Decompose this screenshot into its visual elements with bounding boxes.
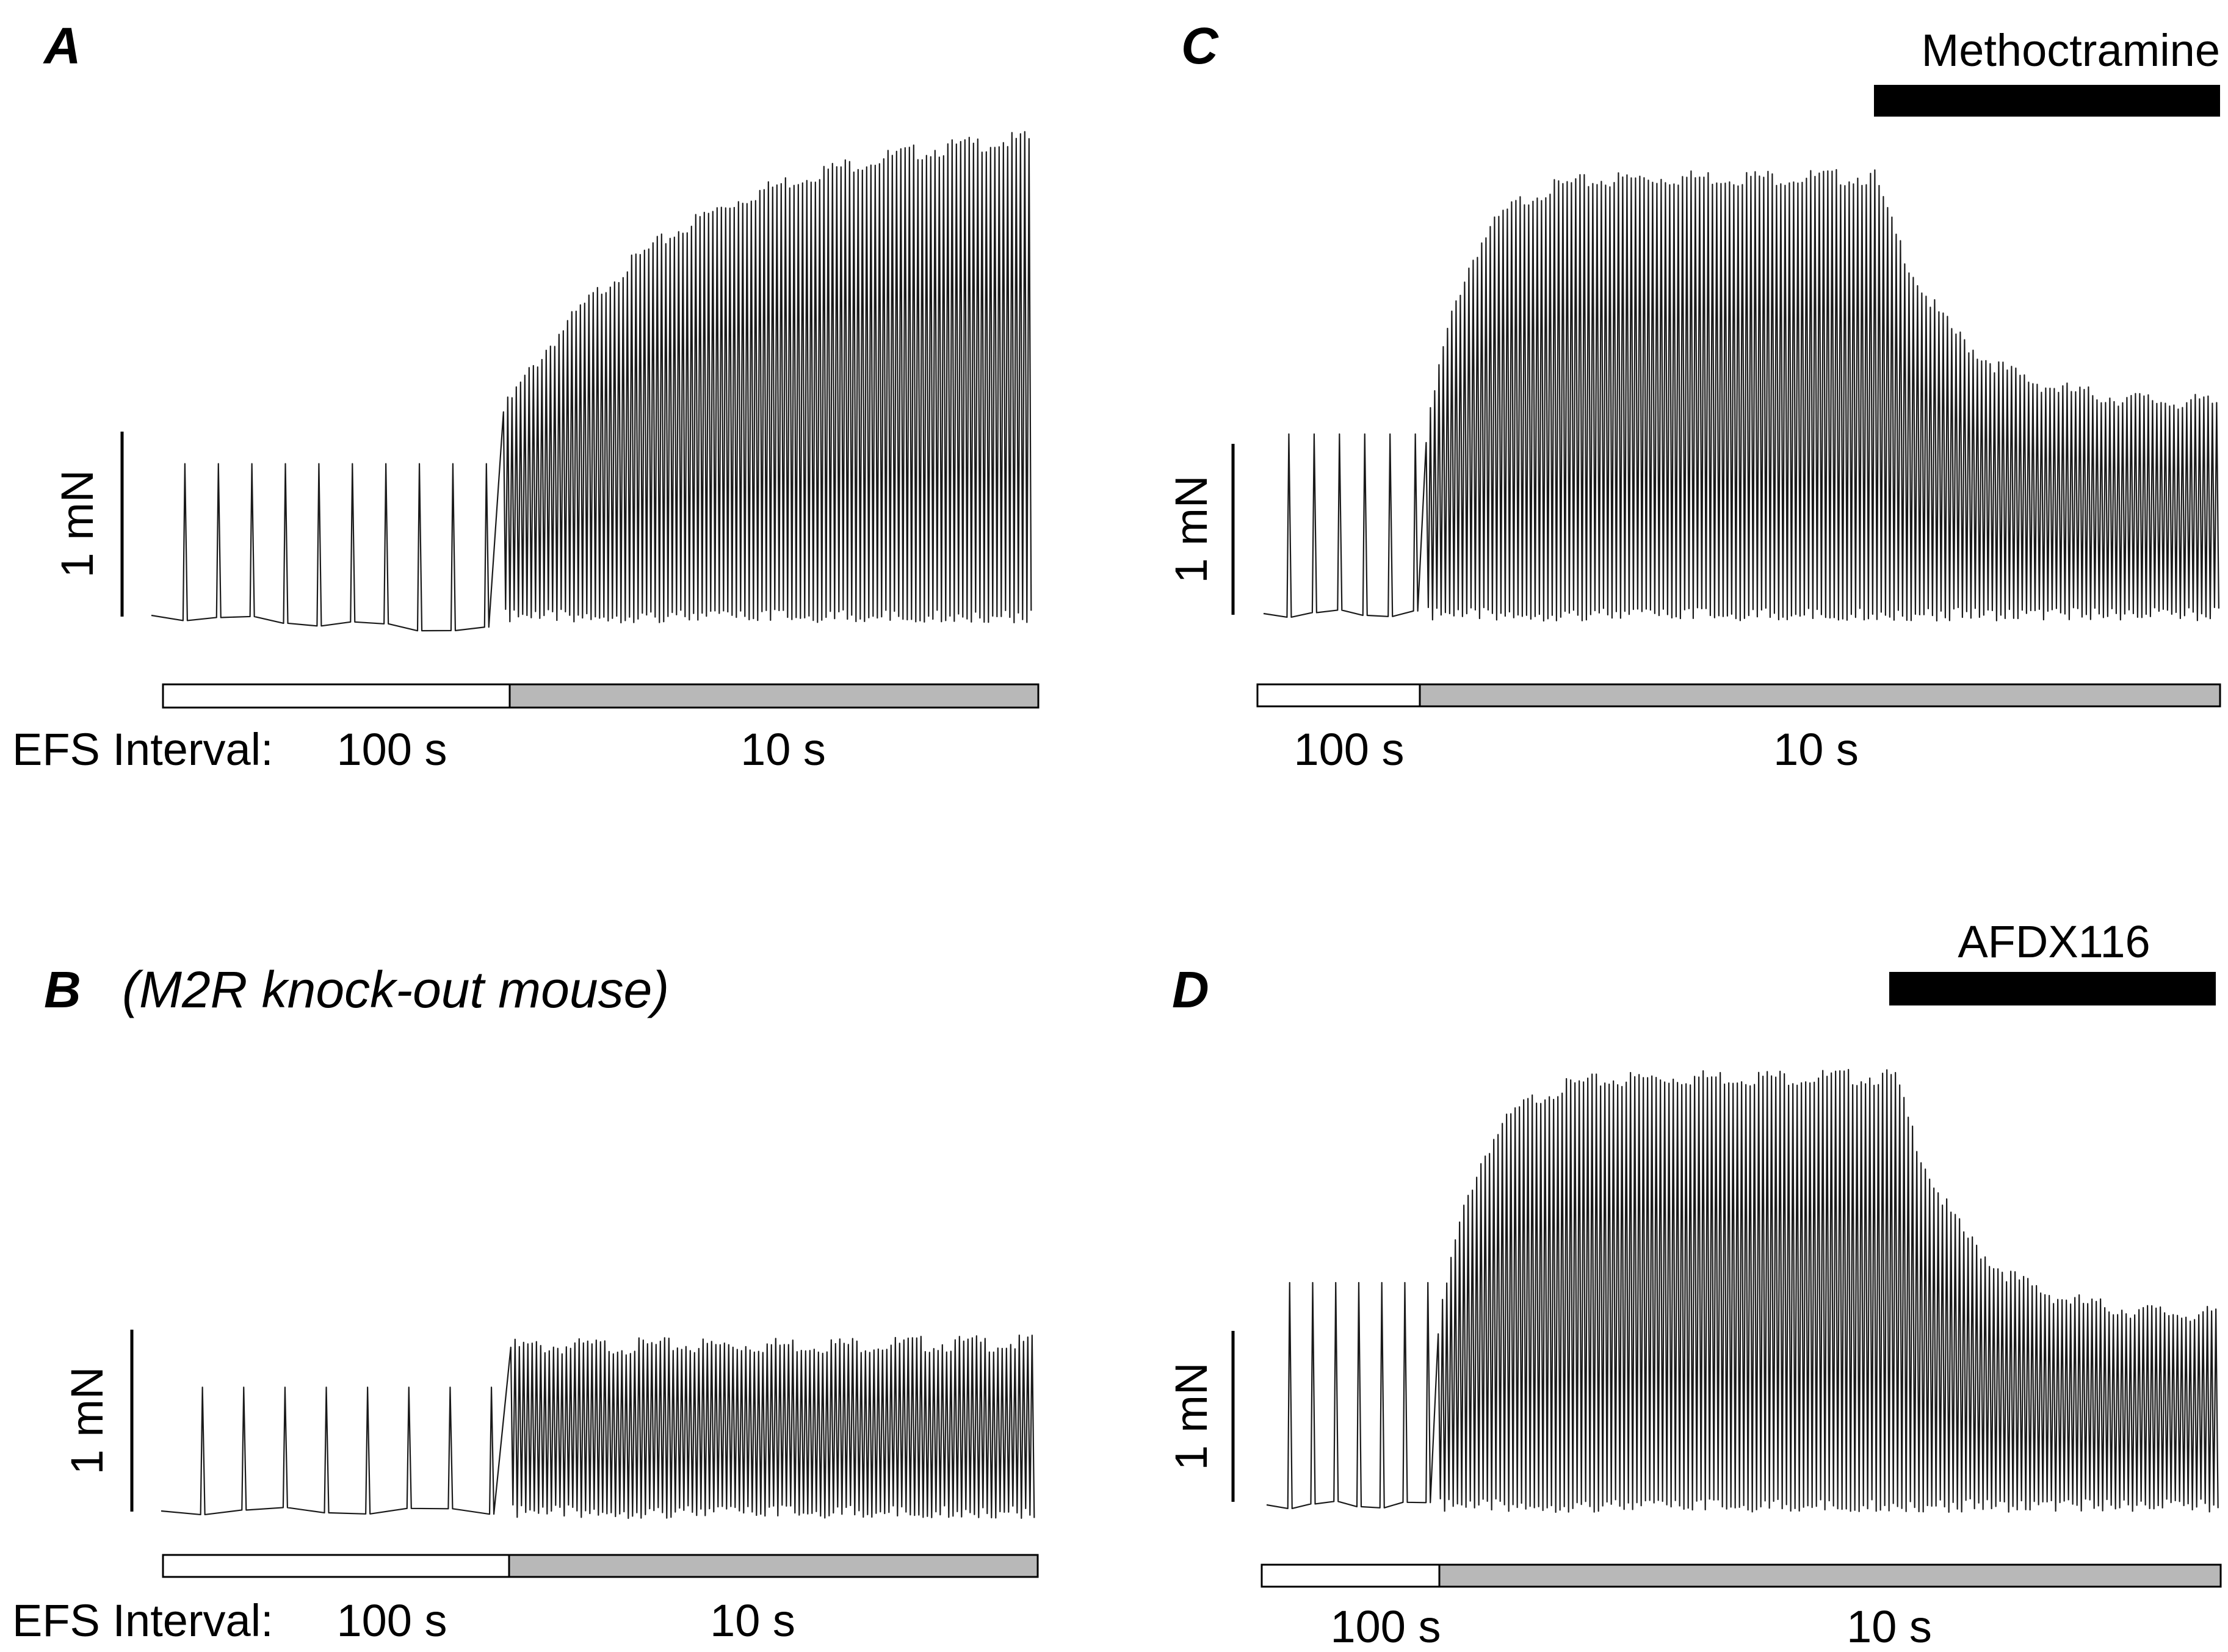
panel-b: B (M2R knock-out mouse) 1 mN EFS Interva… bbox=[12, 961, 1039, 1646]
panel-a-scale-label: 1 mN bbox=[52, 470, 103, 578]
panel-c: C Methoctramine 1 mN 100 s 10 s bbox=[1166, 17, 2221, 775]
panel-c-trace bbox=[1263, 168, 2219, 622]
panel-b-scale-label: 1 mN bbox=[62, 1367, 112, 1475]
panel-d-scale-label: 1 mN bbox=[1166, 1363, 1217, 1471]
panel-a-efs-label: EFS Interval: bbox=[12, 724, 273, 775]
panel-b-efs-label: EFS Interval: bbox=[12, 1595, 273, 1646]
panel-c-drug-bar bbox=[1874, 85, 2220, 117]
panel-c-scale-label: 1 mN bbox=[1166, 476, 1217, 584]
panel-a-period-bar-fast bbox=[508, 683, 1040, 709]
panel-d-drug-bar bbox=[1889, 972, 2216, 1005]
panel-a: A 1 mN EFS Interval: 100 s 10 s bbox=[12, 17, 1040, 775]
panel-d-drug-label: AFDX116 bbox=[1958, 916, 2150, 967]
panel-a-period-fast-label: 10 s bbox=[740, 724, 826, 775]
panel-b-period-bar-slow bbox=[162, 1554, 510, 1578]
panel-c-period-bar-fast bbox=[1419, 683, 2221, 708]
panel-b-letter: B bbox=[44, 961, 81, 1018]
panel-d: D AFDX116 1 mN 100 s 10 s bbox=[1166, 916, 2222, 1652]
panel-d-period-bar-fast bbox=[1438, 1563, 2222, 1588]
panel-b-trace bbox=[161, 1334, 1035, 1520]
panel-c-period-fast-label: 10 s bbox=[1773, 724, 1859, 775]
panel-c-force-trace-line bbox=[1263, 168, 2219, 622]
panel-d-period-bar-slow bbox=[1260, 1563, 1441, 1588]
panel-d-letter: D bbox=[1172, 961, 1209, 1018]
panel-c-period-bar-slow bbox=[1256, 683, 1421, 708]
panel-b-force-trace-line bbox=[161, 1334, 1035, 1520]
panel-c-drug-label: Methoctramine bbox=[1922, 25, 2220, 76]
panel-c-period-slow-label: 100 s bbox=[1293, 724, 1404, 775]
panel-a-period-slow-label: 100 s bbox=[336, 724, 447, 775]
panel-b-period-slow-label: 100 s bbox=[336, 1595, 447, 1646]
panel-a-force-trace-line bbox=[151, 131, 1032, 632]
panel-b-period-bar-fast bbox=[508, 1554, 1039, 1578]
panel-b-period-fast-label: 10 s bbox=[710, 1595, 795, 1646]
panel-a-trace bbox=[151, 131, 1032, 632]
panel-d-trace bbox=[1266, 1068, 2219, 1513]
panel-c-letter: C bbox=[1181, 17, 1219, 74]
panel-a-period-bar-slow bbox=[162, 683, 511, 709]
panel-d-force-trace-line bbox=[1266, 1068, 2219, 1513]
panel-b-subtitle: (M2R knock-out mouse) bbox=[122, 961, 669, 1018]
panel-d-period-slow-label: 100 s bbox=[1330, 1601, 1441, 1652]
panel-a-letter: A bbox=[43, 17, 81, 74]
panel-d-period-fast-label: 10 s bbox=[1846, 1601, 1932, 1652]
